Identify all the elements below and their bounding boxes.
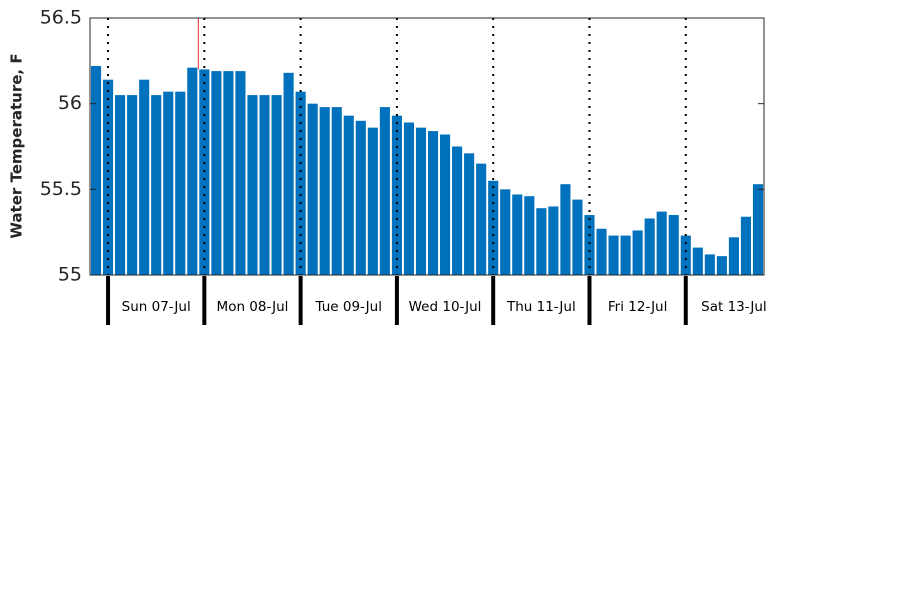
bar: [283, 72, 294, 276]
day-label: Thu 11-Jul: [506, 299, 576, 315]
bar: [644, 218, 655, 275]
bar: [452, 146, 463, 275]
bar: [199, 69, 210, 276]
bar: [235, 71, 246, 275]
bar: [608, 235, 619, 275]
y-tick-label: 56.5: [40, 7, 82, 29]
day-label: Sat 13-Jul: [701, 299, 767, 315]
bar: [596, 228, 607, 275]
bar: [740, 216, 752, 275]
bar: [247, 95, 258, 275]
day-label: Tue 09-Jul: [315, 299, 382, 315]
bar: [102, 79, 114, 276]
bar: [163, 91, 174, 275]
bar: [259, 95, 270, 275]
bar: [512, 194, 523, 275]
bar: [464, 153, 475, 275]
bar: [295, 91, 306, 275]
bar: [187, 67, 198, 275]
bar: [367, 127, 378, 275]
bar: [560, 184, 571, 275]
bar: [476, 163, 487, 275]
bar: [331, 107, 342, 276]
bar: [127, 95, 138, 275]
bar: [211, 71, 222, 275]
bar: [620, 235, 631, 275]
plot-frame: [89, 17, 765, 276]
bar: [403, 122, 415, 275]
bar: [692, 247, 703, 275]
day-label: Mon 08-Jul: [217, 299, 289, 315]
bar: [439, 134, 451, 275]
bar: [704, 254, 715, 275]
bar: [427, 131, 439, 275]
bar: [668, 215, 679, 275]
bar: [572, 199, 583, 275]
y-tick-label: 56: [58, 92, 82, 114]
bar: [524, 196, 535, 275]
bar: [175, 91, 186, 275]
bar: [151, 95, 162, 275]
bar: [355, 120, 366, 275]
bar: [632, 230, 643, 275]
y-tick-label: 55.5: [40, 178, 82, 200]
bar: [415, 127, 427, 275]
day-label: Fri 12-Jul: [608, 299, 667, 315]
bar: [716, 256, 727, 275]
bar: [584, 215, 595, 275]
bar: [752, 184, 764, 275]
bar: [548, 206, 559, 275]
y-axis-label: Water Temperature, F: [8, 53, 26, 238]
day-label: Sun 07-Jul: [122, 299, 191, 315]
day-label: Wed 10-Jul: [409, 299, 482, 315]
bar: [223, 71, 234, 275]
bar: [500, 189, 511, 275]
bar: [115, 95, 126, 275]
bar: [343, 115, 354, 275]
bar: [680, 235, 691, 275]
y-tick-label: 55: [58, 264, 82, 286]
bar: [319, 107, 330, 276]
bar: [536, 208, 547, 275]
bar: [656, 211, 667, 275]
bar: [307, 103, 318, 276]
bar: [90, 65, 102, 276]
bar: [728, 237, 739, 275]
bar: [271, 95, 282, 275]
bar: [379, 107, 390, 276]
bar: [139, 79, 150, 276]
